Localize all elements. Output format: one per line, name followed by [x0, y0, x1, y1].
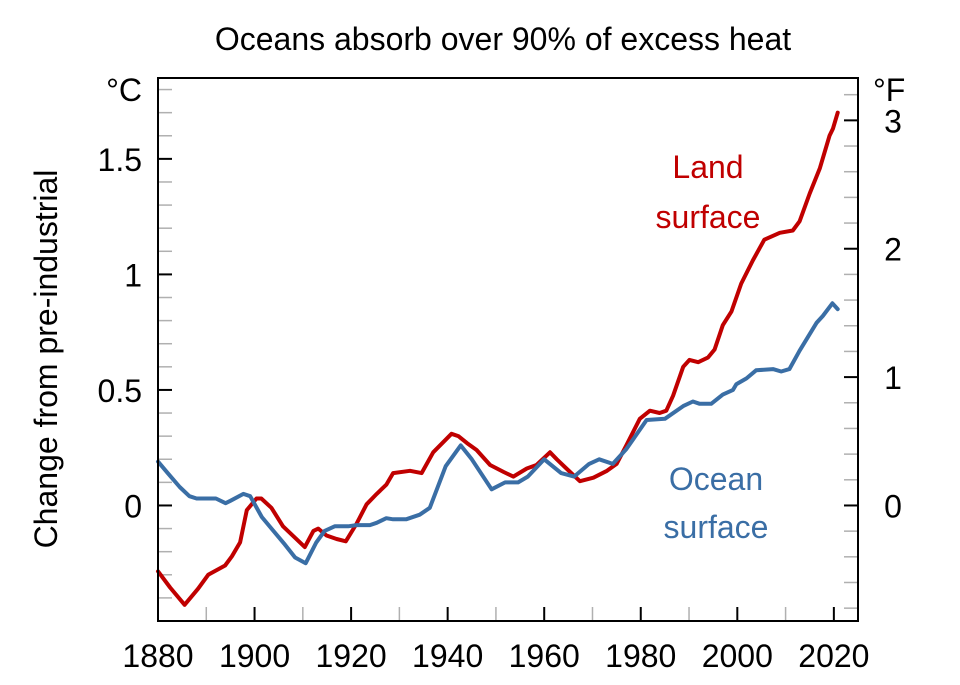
y-right-tick-label: 0	[884, 488, 902, 524]
y-left-tick-label: 0.5	[98, 373, 142, 409]
x-tick-label: 1880	[122, 638, 193, 674]
x-tick-label: 1980	[605, 638, 676, 674]
x-tick-label: 1920	[316, 638, 387, 674]
x-tick-label: 1940	[412, 638, 483, 674]
land-surface-label: Land	[672, 149, 743, 185]
ticks-layer: 1880 1900 1920 1940 1960 1980 2000 2020 0 0.5 1 1.5…	[98, 88, 902, 674]
x-tick-label: 1960	[509, 638, 580, 674]
series-line-ocean-surface	[156, 301, 840, 566]
x-tick-label: 1900	[219, 638, 290, 674]
y-right-tick-label: 1	[884, 360, 902, 396]
x-tick-label: 2000	[702, 638, 773, 674]
y-left-tick-label: 1	[124, 257, 142, 293]
series-layer	[156, 110, 840, 607]
ocean-surface-label: Ocean	[669, 461, 763, 497]
y-right-tick-label: 3	[884, 103, 902, 139]
chart-title: Oceans absorb over 90% of excess heat	[215, 21, 791, 57]
y-left-tick-label: 0	[124, 488, 142, 524]
ocean-surface-label: surface	[664, 509, 769, 545]
left-unit-label: °C	[106, 72, 142, 108]
series-line-land-surface	[156, 110, 840, 607]
land-surface-label: surface	[656, 199, 761, 235]
y-axis-label: Change from pre-industrial	[28, 170, 64, 549]
x-tick-label: 2020	[798, 638, 869, 674]
y-right-tick-label: 2	[884, 232, 902, 268]
y-left-tick-label: 1.5	[98, 142, 142, 178]
right-unit-label: °F	[873, 72, 905, 108]
plot-frame	[157, 77, 859, 622]
labels-layer: Land surface Ocean surface	[656, 149, 769, 545]
